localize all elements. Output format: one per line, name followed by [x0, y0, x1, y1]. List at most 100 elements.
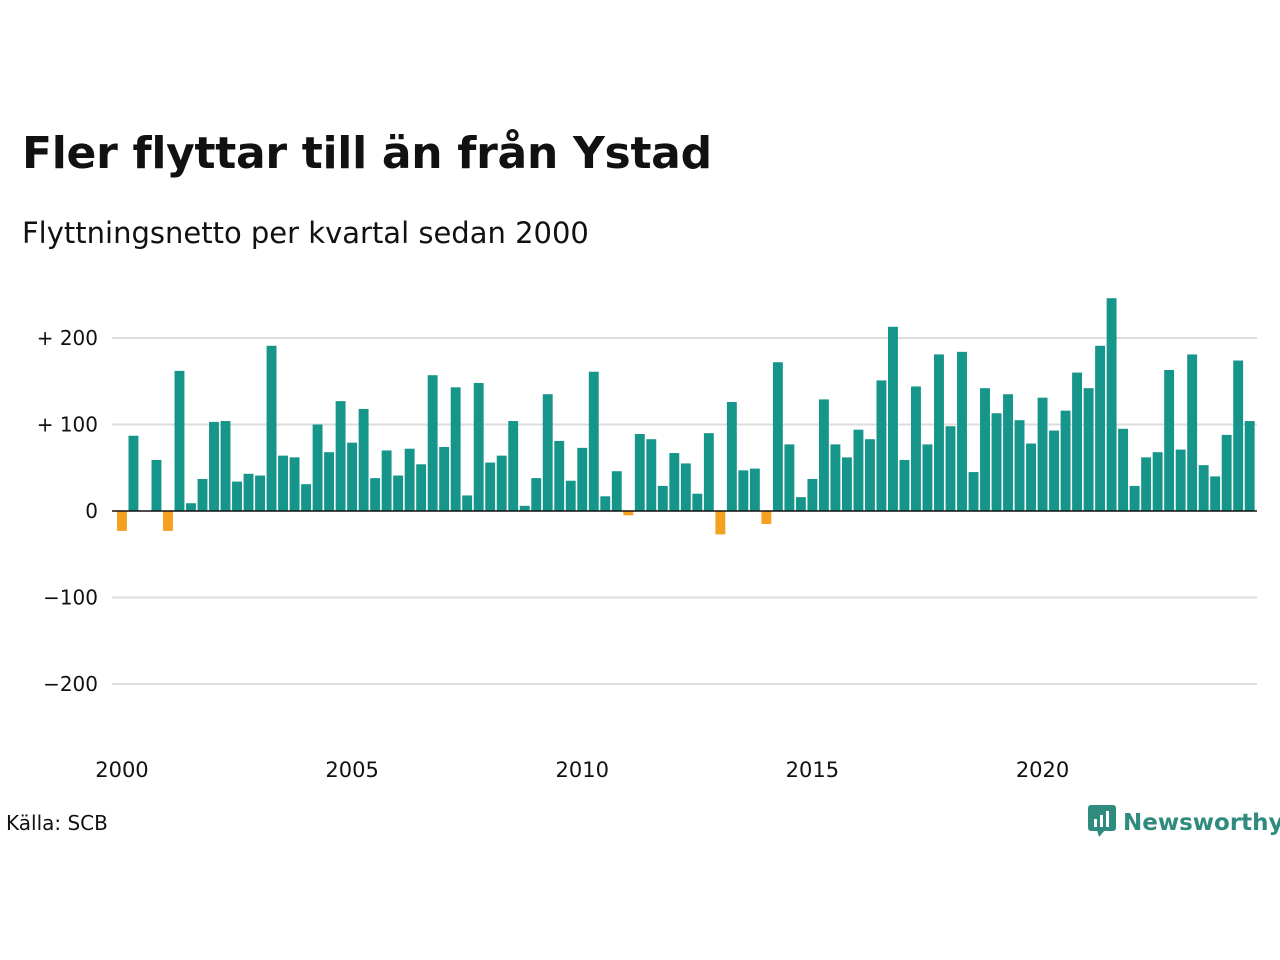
bar: [232, 481, 242, 511]
bar: [634, 434, 645, 511]
x-tick-label: 2010: [556, 758, 609, 782]
bar: [1210, 476, 1221, 511]
y-tick-label: + 100: [37, 413, 98, 437]
bar: [450, 387, 461, 511]
bar: [715, 511, 726, 535]
bar: [646, 439, 657, 511]
y-tick-label: + 200: [37, 326, 98, 350]
x-tick-label: 2000: [95, 758, 148, 782]
bar: [1164, 370, 1175, 511]
bar: [588, 371, 599, 511]
bar: [991, 413, 1002, 511]
bar: [335, 401, 346, 511]
bar: [669, 453, 680, 511]
bar: [381, 450, 392, 511]
y-tick-label: −200: [43, 672, 98, 696]
bar: [462, 495, 473, 511]
bar: [1095, 345, 1106, 511]
bar: [1014, 420, 1025, 511]
y-tick-label: −100: [43, 586, 98, 610]
bar: [1118, 428, 1129, 511]
bar: [163, 511, 173, 531]
bar: [922, 444, 933, 511]
bar: [393, 475, 404, 511]
bar: [1037, 397, 1048, 511]
newsworthy-logo-icon: [1087, 804, 1117, 842]
bar: [301, 484, 312, 511]
bar: [519, 505, 530, 511]
bar: [761, 511, 772, 524]
bar: [957, 351, 967, 511]
bar: [911, 386, 921, 511]
bar: [1072, 372, 1083, 511]
bar: [772, 362, 783, 511]
chart-subtitle: Flyttningsnetto per kvartal sedan 2000: [22, 216, 589, 250]
bar: [370, 478, 381, 511]
bar: [1129, 485, 1140, 511]
bar: [473, 382, 484, 511]
bar: [324, 452, 335, 511]
bar: [358, 408, 369, 511]
bar: [577, 447, 588, 511]
bar: [680, 463, 691, 511]
bar: [1233, 360, 1244, 511]
bar: [726, 402, 737, 511]
x-tick-label: 2020: [1016, 758, 1069, 782]
bar: [243, 473, 254, 511]
y-tick-label: 0: [85, 499, 98, 523]
bar: [531, 478, 542, 511]
bar: [1175, 449, 1186, 511]
bar: [266, 345, 277, 511]
bar: [934, 354, 944, 511]
bar: [1198, 465, 1209, 511]
bar: [496, 455, 507, 511]
bar: [278, 455, 289, 511]
bar: [853, 429, 864, 511]
bar: [542, 394, 553, 511]
bar: [738, 470, 749, 511]
bar: [968, 472, 979, 511]
chart-title: Fler flyttar till än från Ystad: [22, 128, 712, 179]
bar: [888, 326, 898, 511]
bar: [945, 426, 956, 511]
bar: [623, 511, 634, 516]
bar: [864, 439, 875, 511]
bar: [1060, 410, 1071, 511]
bar: [255, 475, 265, 511]
newsworthy-logo[interactable]: Newsworthy: [1087, 804, 1280, 842]
bar: [1187, 354, 1198, 511]
bar: [899, 459, 910, 511]
bar: [1106, 298, 1117, 511]
bar: [980, 388, 990, 511]
bar: [565, 480, 576, 511]
bar: [600, 496, 611, 511]
bar: [347, 442, 358, 511]
bar: [1152, 452, 1163, 511]
x-tick-label: 2005: [325, 758, 378, 782]
bar: [289, 457, 300, 511]
source-note: Källa: SCB: [6, 811, 108, 835]
bar: [1049, 430, 1060, 511]
bar: [151, 459, 162, 511]
bar: [554, 440, 565, 511]
bar: [117, 511, 127, 531]
bar: [1244, 421, 1255, 511]
x-tick-label: 2015: [786, 758, 839, 782]
bar: [1141, 457, 1152, 511]
bar: [485, 462, 496, 511]
bar: [1083, 388, 1094, 511]
bar: [749, 468, 760, 511]
bar: [611, 471, 622, 511]
bar: [876, 380, 887, 511]
bar: [197, 478, 208, 511]
bar: [128, 435, 139, 511]
bar: [508, 421, 519, 511]
bar: [1221, 434, 1232, 511]
bar: [439, 446, 450, 511]
bar: [818, 399, 829, 511]
bar: [784, 444, 795, 511]
bar-chart: + 200 + 100 0 −100 −200 2000 2005 2010 2015 2020: [37, 298, 1257, 782]
bar: [1003, 394, 1013, 511]
bar: [416, 464, 427, 511]
newsworthy-logo-text: Newsworthy: [1123, 810, 1280, 836]
